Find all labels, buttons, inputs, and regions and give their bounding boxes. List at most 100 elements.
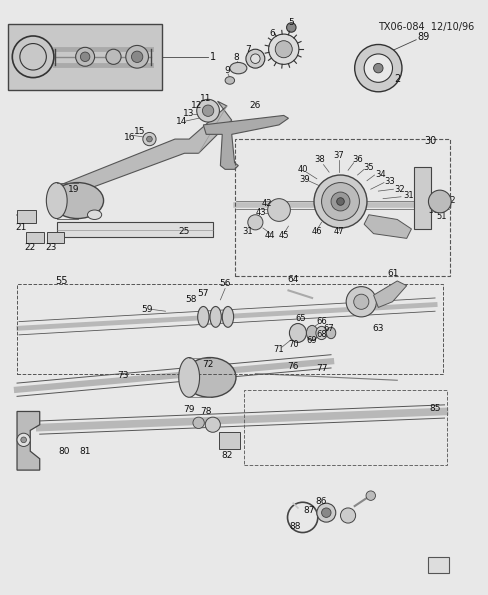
Circle shape (336, 198, 344, 205)
Text: 69: 69 (306, 336, 317, 345)
Bar (7, 24, 162, 90)
Text: 44: 44 (264, 231, 274, 240)
Text: 14: 14 (176, 117, 187, 126)
Text: 72: 72 (202, 360, 213, 369)
Text: 45: 45 (278, 231, 288, 240)
Text: 51: 51 (436, 212, 446, 221)
Text: 58: 58 (185, 295, 196, 305)
Circle shape (321, 183, 359, 220)
Text: 25: 25 (179, 227, 190, 236)
Circle shape (364, 54, 392, 82)
Text: 31: 31 (403, 192, 413, 201)
Bar (47, 232, 64, 243)
Ellipse shape (183, 358, 236, 397)
Text: 33: 33 (384, 177, 394, 186)
Text: 7: 7 (244, 45, 250, 54)
Circle shape (346, 287, 376, 317)
Circle shape (196, 99, 219, 122)
Text: 88: 88 (289, 522, 300, 531)
Bar (17, 284, 442, 374)
Text: 46: 46 (311, 227, 322, 236)
Text: 61: 61 (387, 269, 398, 278)
Text: 71: 71 (273, 346, 284, 355)
Circle shape (146, 136, 152, 142)
Circle shape (286, 23, 295, 32)
Text: 79: 79 (183, 405, 195, 414)
Circle shape (125, 45, 148, 68)
Bar (427, 557, 448, 573)
Text: 56: 56 (219, 279, 230, 289)
Text: 52: 52 (444, 196, 454, 205)
Circle shape (80, 52, 90, 61)
Bar (57, 223, 212, 237)
Text: 40: 40 (297, 165, 307, 174)
Circle shape (267, 199, 290, 221)
Text: 2: 2 (393, 74, 400, 84)
Ellipse shape (325, 327, 335, 339)
Text: 55: 55 (55, 276, 68, 286)
Circle shape (427, 190, 450, 213)
Text: 85: 85 (428, 404, 440, 413)
Text: 31: 31 (242, 227, 253, 236)
Text: 67: 67 (323, 324, 334, 333)
Text: 30: 30 (424, 136, 436, 146)
Text: 77: 77 (315, 364, 326, 374)
Circle shape (316, 503, 335, 522)
Text: 6: 6 (269, 29, 275, 37)
Bar (26, 232, 43, 243)
Text: 81: 81 (79, 447, 91, 456)
Text: 76: 76 (287, 362, 298, 371)
Text: 36: 36 (351, 155, 362, 164)
Bar (413, 167, 430, 229)
Text: 80: 80 (59, 447, 70, 456)
Circle shape (106, 49, 121, 64)
Circle shape (202, 105, 213, 117)
Text: 15: 15 (134, 127, 145, 136)
Circle shape (353, 294, 368, 309)
Ellipse shape (46, 183, 67, 218)
Text: 70: 70 (287, 340, 298, 349)
Text: 63: 63 (372, 324, 383, 333)
Ellipse shape (87, 210, 102, 220)
Polygon shape (17, 412, 40, 470)
Circle shape (21, 437, 26, 443)
Text: 35: 35 (363, 163, 373, 172)
Text: 26: 26 (249, 102, 261, 111)
Bar (219, 433, 240, 449)
Text: 89: 89 (417, 32, 429, 42)
Text: 59: 59 (141, 305, 152, 314)
Ellipse shape (222, 306, 233, 327)
Text: 86: 86 (315, 497, 326, 506)
Text: 5: 5 (288, 18, 294, 27)
Ellipse shape (224, 77, 234, 84)
Text: 78: 78 (200, 407, 211, 416)
Text: 23: 23 (45, 243, 57, 252)
Polygon shape (373, 281, 406, 308)
Ellipse shape (209, 306, 221, 327)
Circle shape (205, 417, 220, 433)
Text: 12: 12 (191, 102, 202, 111)
Circle shape (250, 54, 260, 64)
Text: 42: 42 (261, 199, 271, 208)
Text: 64: 64 (287, 274, 298, 284)
Circle shape (340, 508, 355, 523)
Text: 43: 43 (255, 208, 266, 217)
Text: 21: 21 (15, 224, 26, 233)
Circle shape (330, 192, 349, 211)
Circle shape (366, 491, 375, 500)
Text: 1: 1 (209, 52, 215, 62)
Circle shape (193, 417, 204, 428)
Ellipse shape (229, 62, 246, 74)
Text: TX06-084  12/10/96: TX06-084 12/10/96 (378, 23, 474, 33)
Circle shape (142, 133, 156, 146)
Text: 16: 16 (123, 133, 135, 142)
Ellipse shape (289, 324, 306, 343)
Ellipse shape (179, 358, 199, 397)
Circle shape (245, 49, 264, 68)
Text: 22: 22 (24, 243, 36, 252)
Ellipse shape (51, 183, 103, 218)
Text: 39: 39 (299, 176, 309, 184)
Ellipse shape (315, 326, 326, 340)
Text: 82: 82 (221, 452, 232, 461)
Text: 19: 19 (68, 184, 80, 194)
